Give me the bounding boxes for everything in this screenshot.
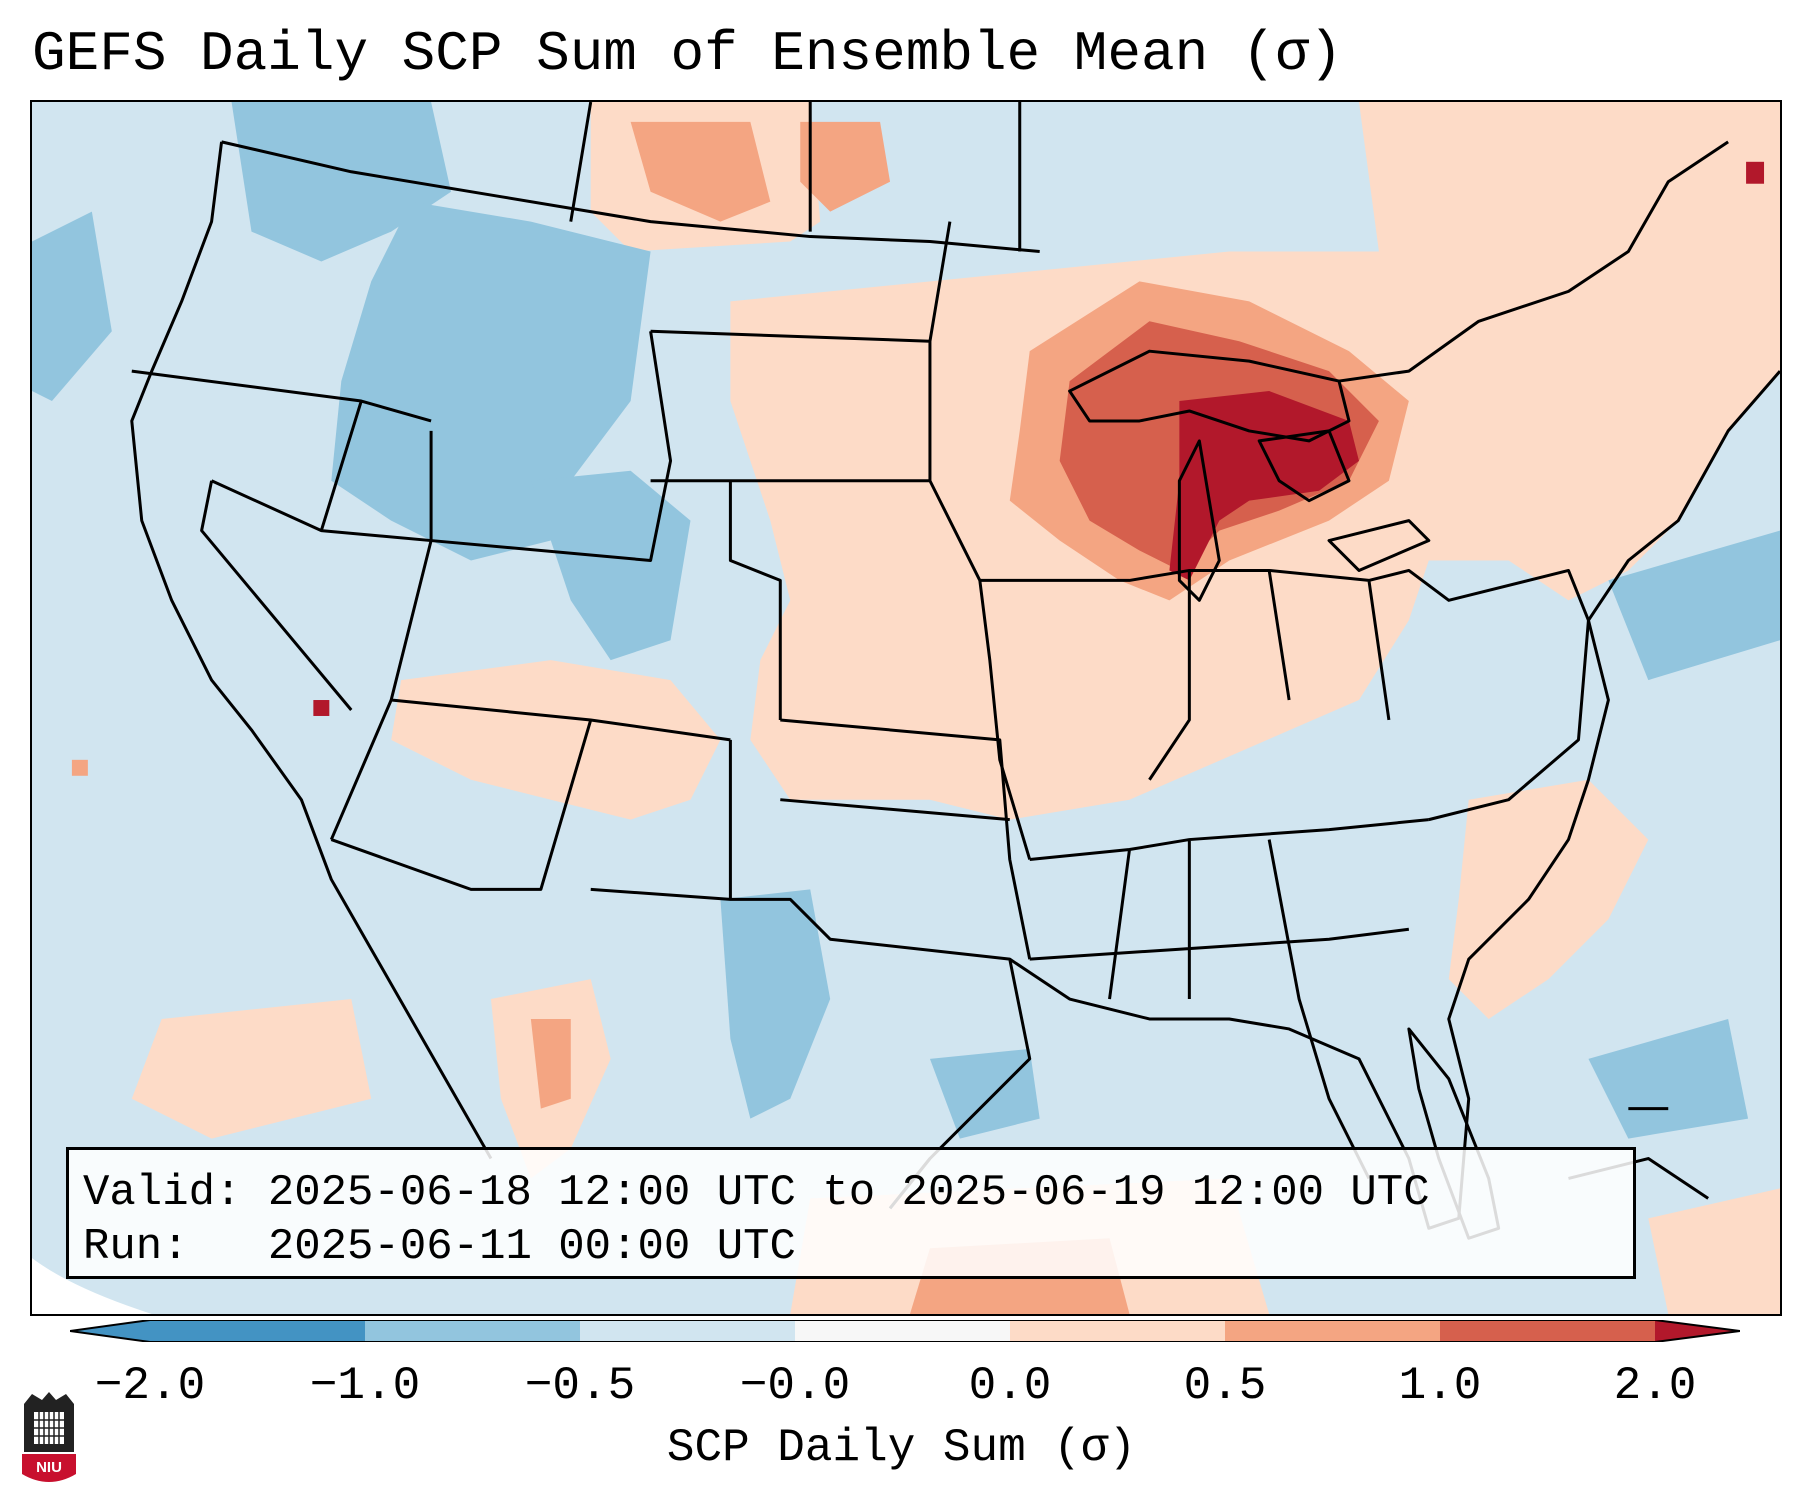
colorbar-tick-label: 0.5 <box>1183 1360 1267 1412</box>
colorbar-segment <box>150 1320 365 1342</box>
logo-window-grid <box>34 1412 64 1444</box>
midwest-state-lines <box>979 568 1590 822</box>
colorbar-segment <box>795 1320 1010 1342</box>
us-canada-border <box>221 140 1040 253</box>
southwest-state-lines <box>330 718 1032 1210</box>
colorbar-segment <box>1440 1320 1655 1342</box>
colorbar-tick-label: −0.5 <box>524 1360 636 1412</box>
plains-state-lines <box>650 221 1032 860</box>
colorbar-extend-high <box>1655 1320 1740 1342</box>
anomaly-patch <box>131 999 372 1139</box>
colorbar-segment <box>580 1320 795 1342</box>
colorbar-tick-label: 1.0 <box>1398 1360 1482 1412</box>
anomaly-patch <box>1608 530 1780 681</box>
lake-erie <box>1327 519 1431 572</box>
anomaly-patch <box>929 1048 1040 1139</box>
logo-shield <box>22 1454 76 1482</box>
anomaly-patch <box>331 201 651 561</box>
anomaly-cell <box>313 700 330 716</box>
anomaly-patch <box>800 121 891 212</box>
anomaly-cell <box>1746 161 1765 184</box>
anomaly-patch <box>1358 102 1780 601</box>
colorbar-segment <box>1225 1320 1440 1342</box>
map-panel <box>30 100 1782 1316</box>
colorbar-tick-label: −0.0 <box>739 1360 851 1412</box>
anomaly-patch <box>32 211 112 402</box>
colorbar-label: SCP Daily Sum (σ) <box>666 1422 1137 1474</box>
colorbar-tick-label: 2.0 <box>1613 1360 1697 1412</box>
map-title: GEFS Daily SCP Sum of Ensemble Mean (σ) <box>32 22 1343 86</box>
colorbar-extend-low <box>70 1320 150 1342</box>
anomaly-patch <box>530 470 691 661</box>
anomaly-patch <box>630 121 771 222</box>
west-coastline <box>130 141 493 1160</box>
colorbar-tick-label: −2.0 <box>94 1360 206 1412</box>
anomaly-patch <box>820 640 990 750</box>
colorbar-segment <box>365 1320 580 1342</box>
anomaly-patch <box>231 102 452 262</box>
map-canvas <box>32 102 1780 1314</box>
run-time-line: Run: 2025-06-11 00:00 UTC <box>83 1222 796 1272</box>
anomaly-patch <box>720 889 831 1119</box>
anomaly-patch <box>530 1018 571 1109</box>
province-lines <box>569 102 1022 252</box>
anomaly-cell <box>71 759 88 776</box>
colorbar-tick-label: −1.0 <box>309 1360 421 1412</box>
lake-huron <box>1257 429 1351 503</box>
colorbar-segment <box>1010 1320 1225 1342</box>
western-state-lines <box>131 331 731 841</box>
anomaly-fields <box>32 102 1780 1314</box>
colorbar-tick-label: 0.0 <box>968 1360 1052 1412</box>
lake-superior <box>1068 349 1351 443</box>
validity-info-box: Valid: 2025-06-18 12:00 UTC to 2025-06-1… <box>66 1147 1636 1279</box>
logo-text: NIU <box>36 1459 62 1476</box>
valid-time-line: Valid: 2025-06-18 12:00 UTC to 2025-06-1… <box>83 1168 1430 1218</box>
anomaly-patch <box>1448 779 1649 1019</box>
colorbar <box>70 1320 1740 1342</box>
niu-logo: NIU <box>22 1392 76 1482</box>
us-canada-border-east <box>1338 140 1729 383</box>
southeast-state-lines <box>1029 818 1429 1180</box>
lake-michigan <box>1177 439 1221 602</box>
projection-edge <box>32 1258 152 1314</box>
anomaly-patch <box>1648 1188 1780 1314</box>
anomaly-patch <box>391 660 721 820</box>
